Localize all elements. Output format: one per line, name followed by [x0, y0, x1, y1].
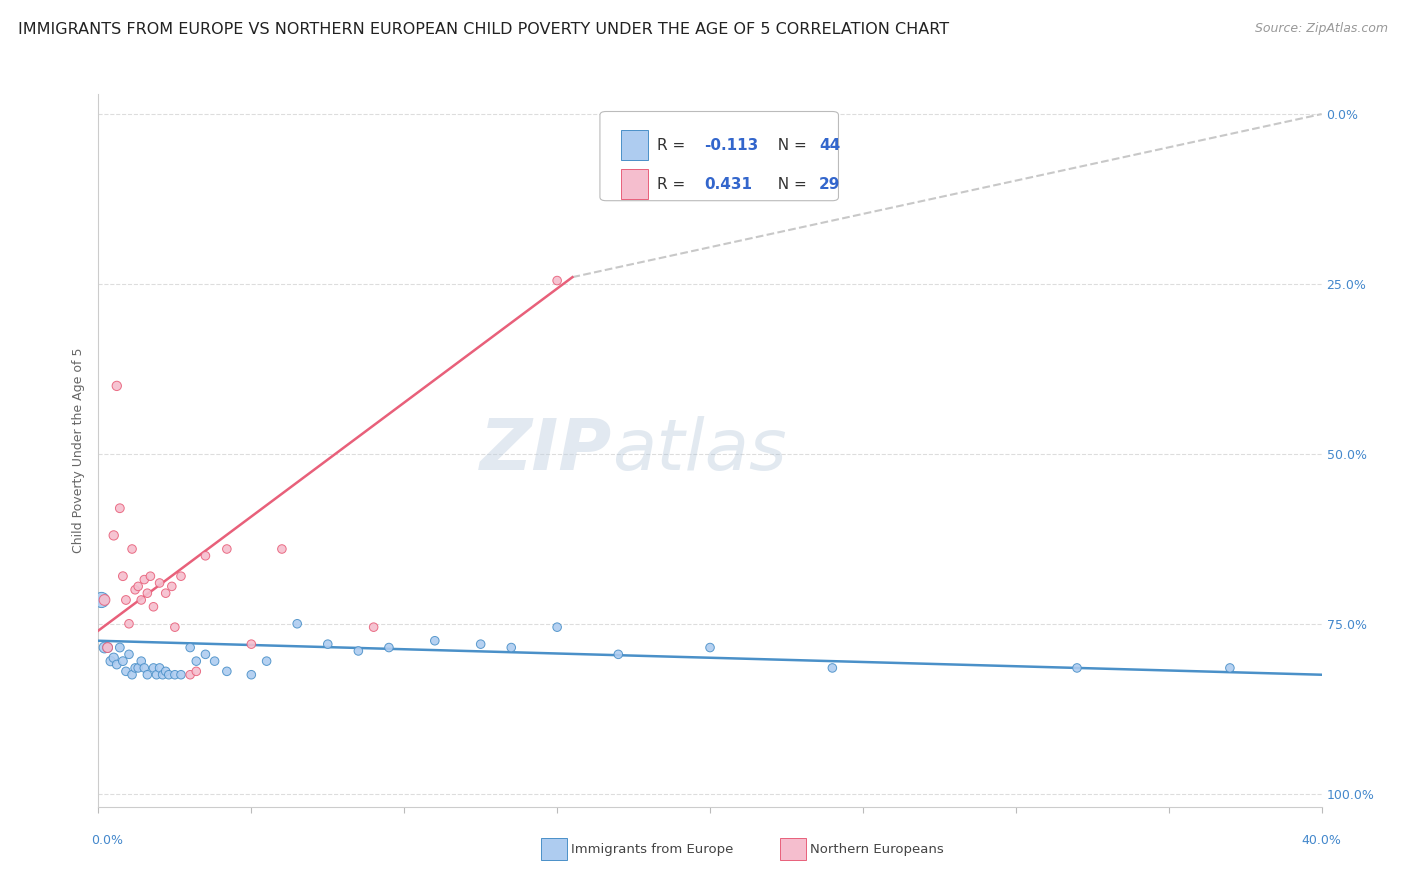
Point	[127, 579, 149, 593]
Point	[821, 661, 844, 675]
Point	[139, 569, 162, 583]
Text: 40.0%: 40.0%	[1302, 834, 1341, 847]
FancyBboxPatch shape	[600, 112, 838, 201]
Point	[155, 665, 177, 679]
Point	[546, 620, 568, 634]
Text: N =: N =	[768, 177, 811, 192]
Point	[423, 633, 446, 648]
Point	[93, 640, 115, 655]
FancyBboxPatch shape	[620, 130, 648, 160]
Point	[256, 654, 278, 668]
Point	[111, 654, 134, 668]
Point	[136, 586, 159, 600]
Y-axis label: Child Poverty Under the Age of 5: Child Poverty Under the Age of 5	[72, 348, 86, 553]
Point	[121, 667, 143, 681]
Point	[134, 661, 156, 675]
Point	[160, 579, 183, 593]
Point	[145, 667, 167, 681]
Point	[108, 501, 131, 516]
Point	[157, 667, 180, 681]
Point	[163, 667, 186, 681]
Text: 0.431: 0.431	[704, 177, 752, 192]
Point	[105, 657, 128, 672]
Text: IMMIGRANTS FROM EUROPE VS NORTHERN EUROPEAN CHILD POVERTY UNDER THE AGE OF 5 COR: IMMIGRANTS FROM EUROPE VS NORTHERN EUROP…	[18, 22, 949, 37]
Point	[204, 654, 226, 668]
Point	[115, 665, 138, 679]
Point	[149, 576, 172, 591]
Point	[127, 661, 149, 675]
Point	[699, 640, 721, 655]
Text: Immigrants from Europe: Immigrants from Europe	[571, 843, 733, 855]
Point	[270, 541, 292, 556]
Point	[546, 274, 568, 288]
Point	[136, 667, 159, 681]
Text: ZIP: ZIP	[479, 416, 612, 485]
Point	[186, 654, 208, 668]
Point	[240, 637, 263, 651]
Point	[179, 640, 201, 655]
Point	[90, 593, 112, 607]
Point	[93, 593, 115, 607]
Point	[316, 637, 339, 651]
Point	[142, 599, 165, 614]
Text: 29: 29	[818, 177, 841, 192]
Point	[129, 654, 152, 668]
Point	[124, 661, 146, 675]
Point	[170, 667, 193, 681]
Point	[103, 528, 125, 542]
Point	[111, 569, 134, 583]
Point	[142, 661, 165, 675]
Point	[607, 648, 630, 662]
Text: R =: R =	[658, 177, 690, 192]
Point	[118, 648, 141, 662]
Point	[186, 665, 208, 679]
Point	[470, 637, 492, 651]
Text: 0.0%: 0.0%	[91, 834, 122, 847]
Point	[215, 665, 238, 679]
Point	[129, 593, 152, 607]
Point	[100, 654, 122, 668]
Text: 44: 44	[818, 137, 841, 153]
Text: Northern Europeans: Northern Europeans	[810, 843, 943, 855]
Point	[1066, 661, 1088, 675]
Text: N =: N =	[768, 137, 811, 153]
Point	[155, 586, 177, 600]
Text: R =: R =	[658, 137, 690, 153]
Point	[149, 661, 172, 675]
Point	[97, 640, 120, 655]
Point	[152, 667, 174, 681]
Point	[134, 573, 156, 587]
Point	[170, 569, 193, 583]
Point	[501, 640, 523, 655]
Point	[285, 616, 308, 631]
Point	[97, 640, 120, 655]
Point	[215, 541, 238, 556]
Point	[105, 379, 128, 393]
Point	[194, 549, 217, 563]
FancyBboxPatch shape	[620, 169, 648, 199]
Point	[378, 640, 401, 655]
Point	[179, 667, 201, 681]
Point	[240, 667, 263, 681]
Point	[103, 650, 125, 665]
Text: -0.113: -0.113	[704, 137, 758, 153]
Point	[194, 648, 217, 662]
Point	[124, 582, 146, 597]
Point	[1219, 661, 1241, 675]
Point	[363, 620, 385, 634]
Text: atlas: atlas	[612, 416, 787, 485]
Point	[118, 616, 141, 631]
Point	[115, 593, 138, 607]
Point	[163, 620, 186, 634]
Text: Source: ZipAtlas.com: Source: ZipAtlas.com	[1254, 22, 1388, 36]
Point	[347, 644, 370, 658]
Point	[108, 640, 131, 655]
Point	[121, 541, 143, 556]
